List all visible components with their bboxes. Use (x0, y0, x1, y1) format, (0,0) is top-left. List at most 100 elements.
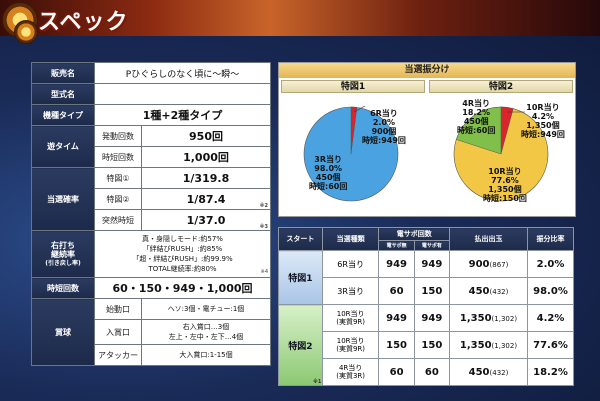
pie2-big-label: 10R当り 77.6% 1,350個 時短:150回 (483, 167, 527, 203)
cell-yes: 150 (413, 277, 450, 305)
dist-header-row: スタート 当選種類 電サポ回数 払出出玉 振分比率 (278, 227, 574, 251)
label-line: 77.6% (491, 176, 519, 185)
spec-sub: アタッカー (94, 344, 142, 366)
cell-ratio: 98.0% (527, 277, 574, 305)
spec-label-line: 継続率 (51, 249, 75, 259)
spec-sub: 始動口 (94, 298, 142, 320)
spec-label: 販売名 (31, 62, 95, 84)
cell-ratio: 4.2% (527, 304, 574, 332)
cell-payout: 1,350(1,302) (448, 331, 529, 359)
spec-sub: 入賞口 (94, 319, 142, 345)
pie1-slice-6r (350, 106, 358, 155)
spec-value-text: 1/37.0 (186, 213, 226, 227)
payout-sub: (1,302) (491, 314, 518, 323)
label-line: 18.2% (462, 108, 491, 117)
rush-line: 「超・絆結びRUSH」:約99.9% (132, 255, 233, 263)
cell-kind: 4R当り (実質3R) (321, 358, 380, 386)
col-densapo: 電サポ回数 (378, 227, 450, 241)
spec-row-rush: 右打ち 継続率 (引き戻し率) 真・身隠しモード:約57% 「絆結びRUSH」:… (31, 230, 271, 278)
pie1-leader (353, 105, 366, 113)
spec-row-prob: 当選確率 特図① 1/319.8 (31, 167, 271, 231)
note-mark: ※1 (313, 379, 322, 385)
spec-label: 機種タイプ (31, 104, 95, 126)
cell-payout: 900(867) (448, 250, 529, 278)
payout-sub: (1,302) (491, 341, 518, 350)
spec-value: 大入賞口:1-15個 (141, 344, 271, 366)
pie1-header: 特図1 (281, 80, 425, 93)
label-line: 時短:949回 (362, 136, 406, 145)
label-line: 1,350個 (526, 121, 560, 130)
spec-sub: 時短回数 (94, 146, 142, 168)
spec-value: ヘソ:3個・電チュー:1個 (141, 298, 271, 320)
cell-payout: 450(432) (448, 358, 529, 386)
prize-line: 右入賞口…3個 (182, 323, 230, 331)
spec-value: 1/319.8 (141, 167, 271, 189)
spec-value: Pひぐらしのなく頃に～瞬～ (94, 62, 271, 84)
group-label-text: 特図2 (288, 341, 313, 352)
col-start: スタート (278, 227, 323, 251)
label-line: 時短:60回 (457, 126, 496, 135)
col-no: 電サポ無 (378, 240, 415, 251)
row-group-label: 特図1 (278, 250, 323, 305)
flower-icon-small (14, 20, 38, 44)
kind-line: 4R当り (338, 364, 363, 372)
cell-yes: 949 (413, 250, 450, 278)
label-line: 10R当り (488, 167, 522, 176)
kind-line: (実質9R) (336, 318, 366, 326)
kind-line: (実質3R) (336, 372, 366, 380)
pie2-slice-4r (455, 106, 502, 155)
kind-line: 10R当り (336, 337, 365, 345)
pie-charts (303, 105, 549, 202)
label-line: 2.0% (372, 118, 396, 127)
spec-label: 型式名 (31, 83, 95, 105)
label-line: 450個 (315, 173, 341, 182)
spec-value: 右入賞口…3個 左上・左中・左下…4個 (141, 319, 271, 345)
table-row: 特図1 6R当り 949 949 900(867) 2.0% (278, 250, 574, 305)
cell-kind: 10R当り (実質9R) (321, 304, 380, 332)
kind-line: 10R当り (336, 310, 365, 318)
table-row: 4R当り (実質3R) 60 60 450(432) 18.2% (279, 358, 574, 386)
spec-label-rush: 右打ち 継続率 (引き戻し率) (31, 230, 95, 278)
cell-ratio: 77.6% (527, 331, 574, 359)
spec-sub: 突然時短 (94, 209, 142, 231)
pie1-big-label: 3R当り 98.0% 450個 時短:60回 (309, 155, 347, 191)
cell-yes: 949 (413, 304, 450, 332)
cell-yes: 60 (413, 358, 450, 386)
pie2-a-label: 4R当り 18.2% 450個 時短:60回 (457, 99, 495, 135)
spec-sub: 特図① (94, 167, 142, 189)
label-line: 900個 (371, 127, 397, 136)
kind-line: (実質9R) (336, 345, 366, 353)
pie1-small-label: 6R当り 2.0% 900個 時短:949回 (362, 109, 406, 145)
spec-label: 賞球 (31, 298, 95, 366)
cell-ratio: 2.0% (527, 250, 574, 278)
spec-sub: 発動回数 (94, 125, 142, 147)
spec-label-line: 右打ち (51, 240, 75, 250)
label-line: 時短:60回 (309, 182, 348, 191)
spec-row-prize-3: アタッカー 大入賞口:1-15個 (32, 344, 271, 366)
label-line: 時短:949回 (521, 130, 565, 139)
distribution-table: スタート 当選種類 電サポ回数 払出出玉 振分比率 電サポ無 電サポ有 特図1 … (278, 227, 574, 386)
cell-payout: 450(432) (448, 277, 529, 305)
payout-sub: (432) (489, 287, 509, 296)
spec-value: 60・150・949・1,000回 (94, 277, 271, 299)
table-row: 3R当り 60 150 450(432) 98.0% (279, 277, 574, 305)
spec-label-line: (引き戻し率) (45, 259, 81, 267)
col-payout: 払出出玉 (448, 227, 529, 251)
payout-main: 1,350 (459, 312, 492, 324)
spec-row-prob-2: 特図② 1/87.4 ※2 (32, 188, 271, 210)
spec-value: 1,000回 (141, 146, 271, 168)
col-yes: 電サポ有 (413, 240, 450, 251)
spec-row-name: 販売名 Pひぐらしのなく頃に～瞬～ (31, 62, 271, 84)
pie2-header: 特図2 (429, 80, 573, 93)
spec-value: 1/37.0 ※3 (141, 209, 271, 231)
spec-row-type: 機種タイプ 1種+2種タイプ (31, 104, 271, 126)
spec-value-text: 1/87.4 (186, 192, 226, 206)
col-ratio: 振分比率 (527, 227, 574, 251)
payout-sub: (432) (489, 368, 509, 377)
spec-table: 販売名 Pひぐらしのなく頃に～瞬～ 型式名 機種タイプ 1種+2種タイプ 遊タイ… (31, 62, 271, 366)
distribution-panel: 当選振分け 特図1 特図2 6R当り 2.0% 900個 時短:949回 3R当… (278, 62, 576, 217)
distribution-title: 当選振分け (279, 63, 575, 78)
label-line: 時短:150回 (483, 194, 527, 203)
spec-value: 950回 (141, 125, 271, 147)
spec-row-model: 型式名 (31, 83, 271, 105)
